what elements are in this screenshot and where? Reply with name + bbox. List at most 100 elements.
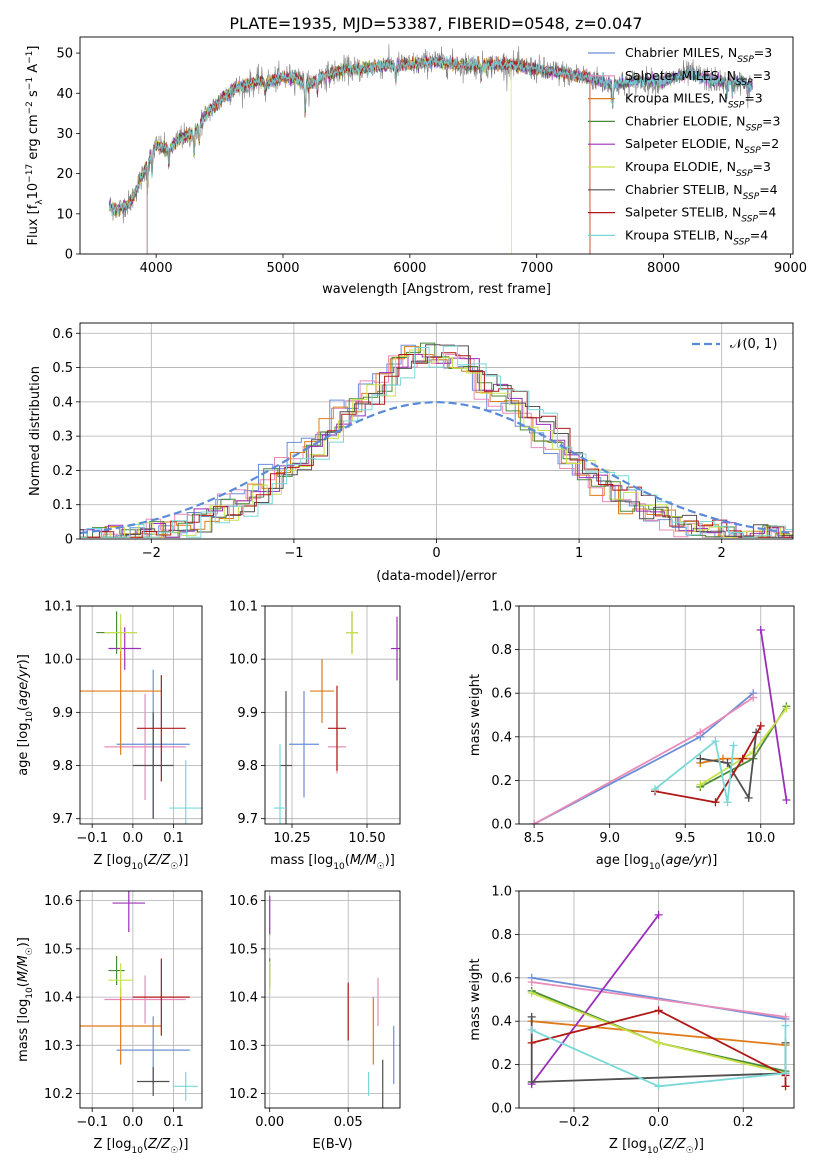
label-part: )]	[694, 1137, 704, 1152]
mass-weight-marker	[654, 1038, 663, 1047]
y-tick-label: 9.8	[52, 759, 73, 774]
mass-weight-marker	[527, 1012, 536, 1021]
mass-weight-marker	[654, 910, 663, 919]
legend-entry: 𝒩(0, 1)	[730, 337, 777, 352]
y-tick-label: 0.2	[52, 464, 73, 479]
y-tick-label: 0.6	[52, 327, 73, 342]
x-tick-label: 10.25	[273, 831, 310, 846]
mass-weight-marker	[782, 704, 791, 713]
x-tick-label: 0.2	[733, 1115, 754, 1130]
label-part: SSP	[744, 146, 761, 156]
plot-area-mass-vs-Z	[80, 891, 198, 1101]
label-part: SSP	[737, 55, 754, 65]
y-tick-label: 10.1	[229, 600, 258, 615]
label-part: Chabrier MILES, N	[625, 45, 737, 60]
mass-weight-marker	[696, 728, 705, 737]
legend-entry: Chabrier STELIB, NSSP=4	[625, 182, 778, 202]
model-spectrum-2	[108, 55, 591, 254]
label-part: age [log	[596, 853, 649, 868]
label-part: =4	[759, 182, 777, 197]
legend-entry: Salpeter ELODIE, NSSP=2	[625, 136, 779, 156]
x-tick-label: −0.2	[558, 1115, 590, 1130]
legend-entry: Kroupa ELODIE, NSSP=3	[625, 159, 771, 179]
label-part: (	[143, 1137, 148, 1152]
x-tick-label: 6000	[393, 261, 426, 276]
y-tick-label: 0.2	[491, 774, 512, 789]
mass-weight-line-4	[530, 914, 660, 1085]
plot-area-mass-weight-vs-Z	[527, 910, 790, 1091]
panel-mass-weight-vs-age: 8.5 9.0 9.5 10.0 0.0 0.2 0.4 0.6 0.8 1.0 age [log1…	[468, 600, 795, 872]
label-part: 10	[25, 987, 35, 999]
mass-weight-marker	[723, 798, 732, 807]
label-part: (	[660, 853, 665, 868]
y-tick-label: 10.0	[229, 653, 258, 668]
y-tick-label: 0.8	[491, 643, 512, 658]
mass-weight-marker	[527, 1038, 536, 1047]
label-part: ☉	[170, 862, 178, 872]
panel-age-vs-mass: 10.25 10.50 9.7 9.8 9.9 10.0 10.1 mass [log10(M…	[229, 600, 401, 872]
legend-entry: Chabrier ELODIE, NSSP=3	[625, 113, 780, 133]
y-tick-label: 10.2	[44, 1087, 73, 1102]
y-tick-label: 10.3	[44, 1039, 73, 1054]
histogram-3	[80, 342, 793, 538]
y-tick-label: 0.6	[491, 971, 512, 986]
panel-mass-vs-Z: −0.1 0.0 0.110.210.310.410.510.6Z [log10(Z…	[16, 890, 203, 1156]
panel-residuals: −2 −1 0 1 2 0 0.1 0.2 0.3 0.4 0.5 0.6 𝒩(0, 1) (data-m…	[28, 322, 794, 584]
x-axis-label: mass [log10(M/M☉)]	[270, 853, 395, 872]
label-part: =4	[750, 227, 768, 242]
label-part: 10	[647, 1146, 659, 1156]
mass-weight-marker	[527, 1025, 536, 1034]
y-tick-label: 10.5	[229, 942, 258, 957]
axes-frame	[518, 605, 795, 825]
mass-weight-line-0	[531, 976, 786, 1020]
model-spectrum-7	[109, 56, 591, 254]
x-tick-label: 9.0	[599, 831, 620, 846]
x-tick-label: 0.0	[648, 1115, 669, 1130]
label-part: =3	[753, 68, 771, 83]
label-part: M/M	[350, 853, 377, 868]
x-tick-label: 10.0	[746, 831, 775, 846]
histogram-6	[80, 344, 793, 538]
mass-weight-marker	[781, 1069, 790, 1078]
label-part: −1	[25, 77, 35, 90]
label-part: 10	[25, 711, 35, 723]
x-tick-label: 0.1	[163, 1115, 184, 1130]
mass-weight-marker	[738, 754, 747, 763]
mass-weight-marker	[711, 798, 720, 807]
x-tick-label: 4000	[140, 261, 173, 276]
x-tick-label: 9000	[774, 261, 807, 276]
x-tick-label: −0.1	[76, 1115, 108, 1130]
y-tick-label: 9.7	[52, 812, 73, 827]
mass-weight-line-6	[700, 732, 758, 801]
label-part: age/yr	[16, 663, 31, 706]
plot-area-mass-weight-vs-age	[530, 625, 791, 824]
mass-weight-marker	[527, 1077, 536, 1086]
y-tick-label: 0	[65, 248, 73, 263]
y-tick-label: 0.4	[491, 1015, 512, 1030]
x-tick-label: 8.5	[524, 831, 545, 846]
label-part: SSP	[743, 192, 760, 202]
label-part: age [log	[16, 723, 31, 776]
y-tick-label: 0.8	[491, 928, 512, 943]
histogram-8	[80, 345, 793, 538]
mass-weight-marker	[756, 625, 765, 634]
label-part: (	[658, 1137, 663, 1152]
x-tick-label: −1	[284, 546, 303, 561]
histogram-2	[80, 346, 793, 538]
x-tick-label: 2	[718, 546, 726, 561]
label-part: SSP	[736, 78, 753, 88]
axes-frame	[518, 890, 795, 1109]
mass-weight-marker	[781, 1021, 790, 1030]
y-tick-label: 0	[65, 533, 73, 548]
x-axis-label: Z [log10(Z/Z☉)]	[609, 1137, 704, 1156]
label-part: M/M	[16, 955, 31, 982]
histogram-7	[80, 352, 793, 538]
x-axis-label: Z [log10(Z/Z☉)]	[94, 1137, 189, 1156]
mass-weight-line-1	[533, 696, 754, 824]
axes-frame	[264, 890, 401, 1109]
x-tick-label: 9.5	[675, 831, 696, 846]
label-part: )]	[178, 853, 188, 868]
label-part: )]	[16, 654, 31, 664]
histogram-1	[80, 353, 793, 538]
